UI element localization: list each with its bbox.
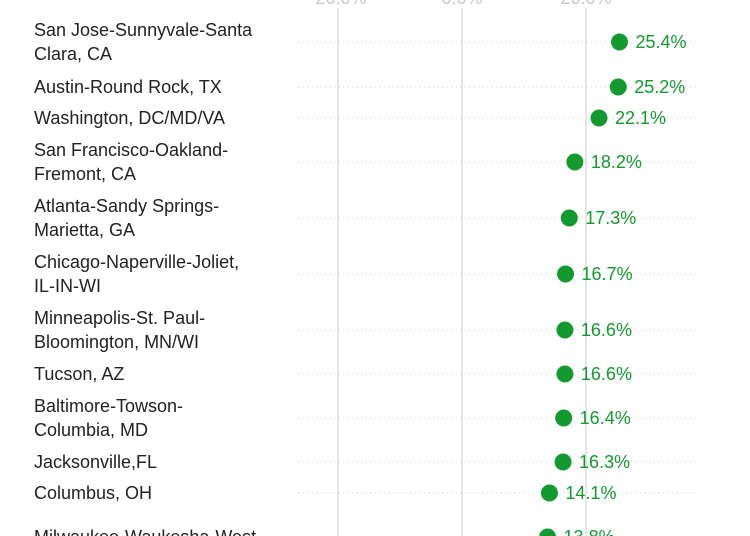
category-label: Tucson, AZ (34, 364, 124, 384)
data-point (539, 528, 557, 536)
category-label: IL-IN-WI (34, 276, 101, 296)
value-label: 25.4% (635, 32, 686, 52)
value-label: 22.1% (615, 108, 666, 128)
x-tick-label: 20.0% (560, 0, 611, 8)
value-label: 13.8% (564, 527, 615, 536)
category-label: Bloomington, MN/WI (34, 332, 199, 352)
value-label: 16.3% (579, 452, 630, 472)
category-label: Washington, DC/MD/VA (34, 108, 225, 128)
category-label: Austin-Round Rock, TX (34, 77, 222, 97)
data-point (590, 109, 608, 127)
value-label: 17.3% (585, 208, 636, 228)
category-label: Jacksonville,FL (34, 452, 157, 472)
data-point (556, 321, 574, 339)
category-label: Marietta, GA (34, 220, 135, 240)
category-label: San Jose-Sunnyvale-Santa (34, 20, 253, 40)
category-label: Fremont, CA (34, 164, 136, 184)
category-label: Milwaukee-Waukesha-West (34, 527, 256, 536)
data-point (560, 209, 578, 227)
value-label: 14.1% (565, 483, 616, 503)
data-point (554, 453, 572, 471)
value-label: 25.2% (634, 77, 685, 97)
category-label: Columbus, OH (34, 483, 152, 503)
x-tick-label: 0.0% (441, 0, 482, 8)
value-label: 18.2% (591, 152, 642, 172)
category-label: Chicago-Naperville-Joliet, (34, 252, 239, 272)
category-label: Clara, CA (34, 44, 112, 64)
category-label: Columbia, MD (34, 420, 148, 440)
value-label: 16.7% (582, 264, 633, 284)
value-label: 16.4% (580, 408, 631, 428)
category-label: Atlanta-Sandy Springs- (34, 196, 219, 216)
data-point (566, 153, 584, 171)
data-point (556, 365, 574, 383)
data-point (609, 78, 627, 96)
data-point (555, 409, 573, 427)
category-label: Baltimore-Towson- (34, 396, 183, 416)
data-point (557, 265, 575, 283)
value-label: 16.6% (581, 320, 632, 340)
x-tick-label: -20.0% (309, 0, 366, 8)
category-label: San Francisco-Oakland- (34, 140, 228, 160)
value-label: 16.6% (581, 364, 632, 384)
data-point (540, 484, 558, 502)
category-label: Minneapolis-St. Paul- (34, 308, 205, 328)
data-point (610, 33, 628, 51)
